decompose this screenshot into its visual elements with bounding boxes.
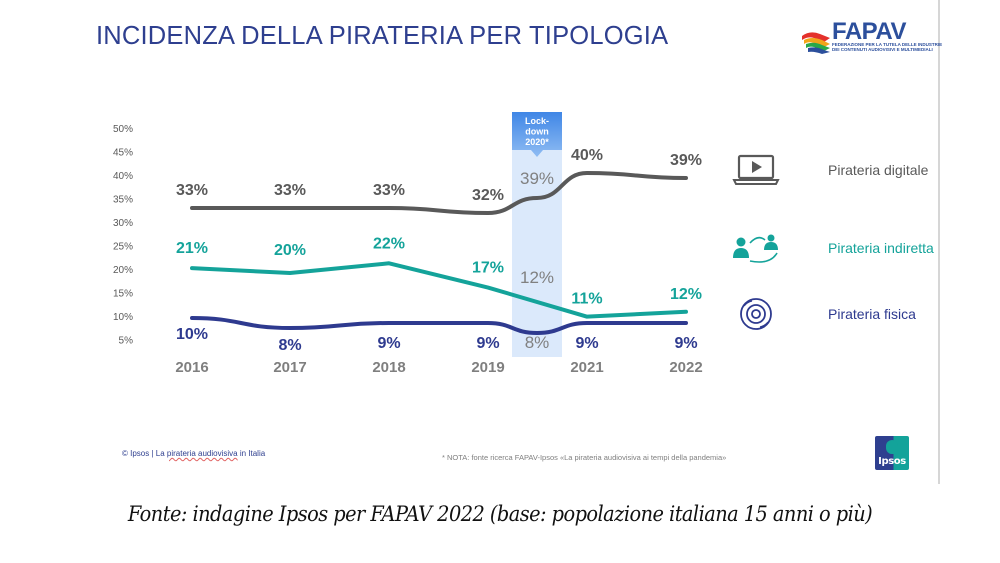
data-label-digital: 39% [670,152,702,169]
data-label-physical: 10% [176,326,208,343]
data-label-indirect: 11% [571,291,602,308]
y-tick-label: 20% [113,265,133,276]
y-tick-label: 30% [113,218,133,229]
fapav-subtitle-line1: FEDERAZIONE PER LA TUTELA DELLE INDUSTRI… [832,42,943,47]
data-label-digital: 33% [373,182,405,199]
y-tick-label: 40% [113,171,133,182]
lockdown-value-label-indirect: 12% [520,268,554,287]
legend-label-indirect: Pirateria indiretta [828,240,934,256]
data-label-physical: 9% [377,335,400,352]
lockdown-value-label-digital: 39% [520,169,554,188]
series-line-digital [190,171,688,215]
figure-caption: Fonte: indagine Ipsos per FAPAV 2022 (ba… [127,502,873,527]
chart-title: INCIDENZA DELLA PIRATERIA PER TIPOLOGIA [96,22,669,50]
fapav-wordmark: FAPAV [832,18,906,45]
fapav-logo: FAPAV FEDERAZIONE PER LA TUTELA DELLE IN… [800,18,942,60]
lockdown-header-label: down [525,127,549,137]
lockdown-value-label-physical: 8% [525,333,550,352]
data-label-physical: 8% [278,337,301,354]
lockdown-header-label: Lock- [525,116,549,126]
series-line-indirect [190,261,688,319]
series-line-physical [190,316,688,335]
y-tick-label: 45% [113,148,133,159]
data-label-digital: 32% [472,187,504,204]
data-label-digital: 33% [176,182,208,199]
data-label-indirect: 12% [670,286,702,303]
y-tick-label: 5% [119,336,134,347]
series-lines [190,171,688,335]
legend-label-digital: Pirateria digitale [828,162,929,178]
fapav-subtitle-line2: DEI CONTENUTI AUDIOVISIVI E MULTIMEDIALI [832,47,933,52]
data-label-digital: 40% [571,147,603,164]
y-tick-label: 35% [113,195,133,206]
footer-source-title: pirateria audiovisiva [166,449,238,458]
data-label-indirect: 21% [176,240,208,257]
data-labels: 33% 33% 33% 32% 40% 39% 21% 20% 22% 17% 11% 12% 10% 8… [176,147,702,354]
data-label-digital: 33% [274,182,306,199]
x-tick-label: 2019 [471,359,504,376]
people-exchange-icon [732,228,780,268]
x-tick-label: 2016 [175,359,208,376]
legend-item-indirect: Pirateria indiretta [732,228,934,268]
x-tick-label: 2022 [669,359,702,376]
x-tick-label: 2017 [273,359,306,376]
x-tick-label: 2021 [570,359,603,376]
footer-source: © Ipsos | La pirateria audiovisiva in It… [122,449,265,458]
data-label-indirect: 22% [373,235,405,252]
y-tick-label: 25% [113,242,133,253]
x-axis: 2016 2017 2018 2019 2021 2022 [175,359,702,376]
data-label-physical: 9% [674,335,697,352]
footer-source-suffix: in Italia [237,449,266,458]
ipsos-head-icon [886,440,898,454]
fapav-ribbon-icon [802,32,830,54]
y-tick-label: 50% [113,124,133,135]
disc-icon [732,294,780,334]
laptop-play-icon [732,150,780,190]
legend-item-digital: Pirateria digitale [732,150,928,190]
fapav-subtitle: FEDERAZIONE PER LA TUTELA DELLE INDUSTRI… [832,42,942,52]
data-label-indirect: 20% [274,242,306,259]
ipsos-logo-text: Ipsos [878,456,906,467]
data-label-indirect: 17% [472,260,504,277]
footer-source-prefix: © Ipsos | La [122,449,167,458]
lockdown-header [512,112,562,157]
x-tick-label: 2018 [372,359,405,376]
slide-edge-divider [938,0,940,484]
lockdown-header-label: 2020* [525,137,549,147]
data-label-physical: 9% [575,335,598,352]
legend-item-physical: Pirateria fisica [732,294,916,334]
y-tick-label: 15% [113,289,133,300]
ipsos-logo: Ipsos [875,436,909,470]
legend-label-physical: Pirateria fisica [828,306,916,322]
y-tick-label: 10% [113,312,133,323]
footer-note: * NOTA: fonte ricerca FAPAV-Ipsos «La pi… [442,453,727,462]
y-axis: 50% 45% 40% 35% 30% 25% 20% 15% 10% 5% [113,124,133,347]
data-label-physical: 9% [476,335,499,352]
